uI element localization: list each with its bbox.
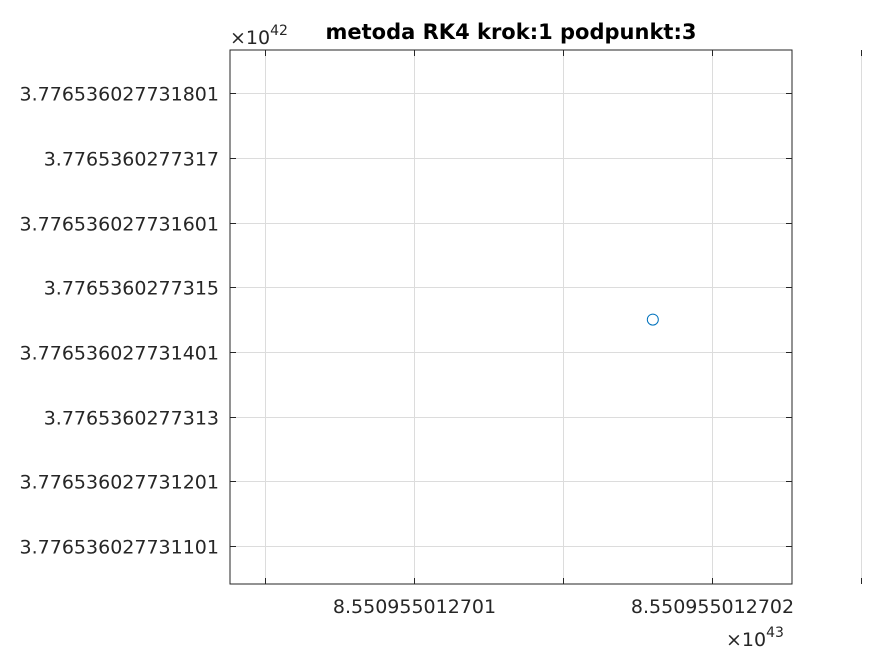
y-tick-label: 3.776536027731201 — [20, 472, 219, 494]
y-exponent-power: 42 — [270, 23, 288, 39]
y-tick-label: 3.7765360277317 — [44, 149, 219, 171]
x-exponent-label: ×1043 — [726, 625, 784, 651]
y-tick-label: 3.7765360277313 — [44, 408, 219, 430]
x-exponent-power: 43 — [766, 625, 784, 641]
y-tick-label: 3.7765360277315 — [44, 278, 219, 300]
y-tick-label: 3.776536027731101 — [20, 537, 219, 559]
x-tick-label: 8.550955012701 — [333, 596, 496, 618]
y-tick-label: 3.776536027731601 — [20, 214, 219, 236]
y-exponent-label: ×1042 — [230, 23, 288, 49]
x-exponent-base: ×10 — [726, 629, 766, 651]
data-point-marker — [646, 313, 659, 326]
y-tick-label: 3.776536027731801 — [20, 84, 219, 106]
x-tick-label: 8.550955012702 — [631, 596, 794, 618]
axis-ticks — [230, 50, 862, 584]
chart-title: metoda RK4 krok:1 podpunkt:3 — [326, 20, 697, 44]
grid-lines — [230, 50, 862, 584]
y-tick-label: 3.776536027731401 — [20, 343, 219, 365]
data-points — [646, 313, 659, 326]
plot-area-frame — [229, 49, 793, 585]
x-tick-labels: 8.550955012701 8.550955012702 — [333, 596, 794, 618]
y-tick-labels: 3.776536027731801 3.7765360277317 3.776536… — [20, 84, 219, 559]
y-exponent-base: ×10 — [230, 27, 270, 49]
